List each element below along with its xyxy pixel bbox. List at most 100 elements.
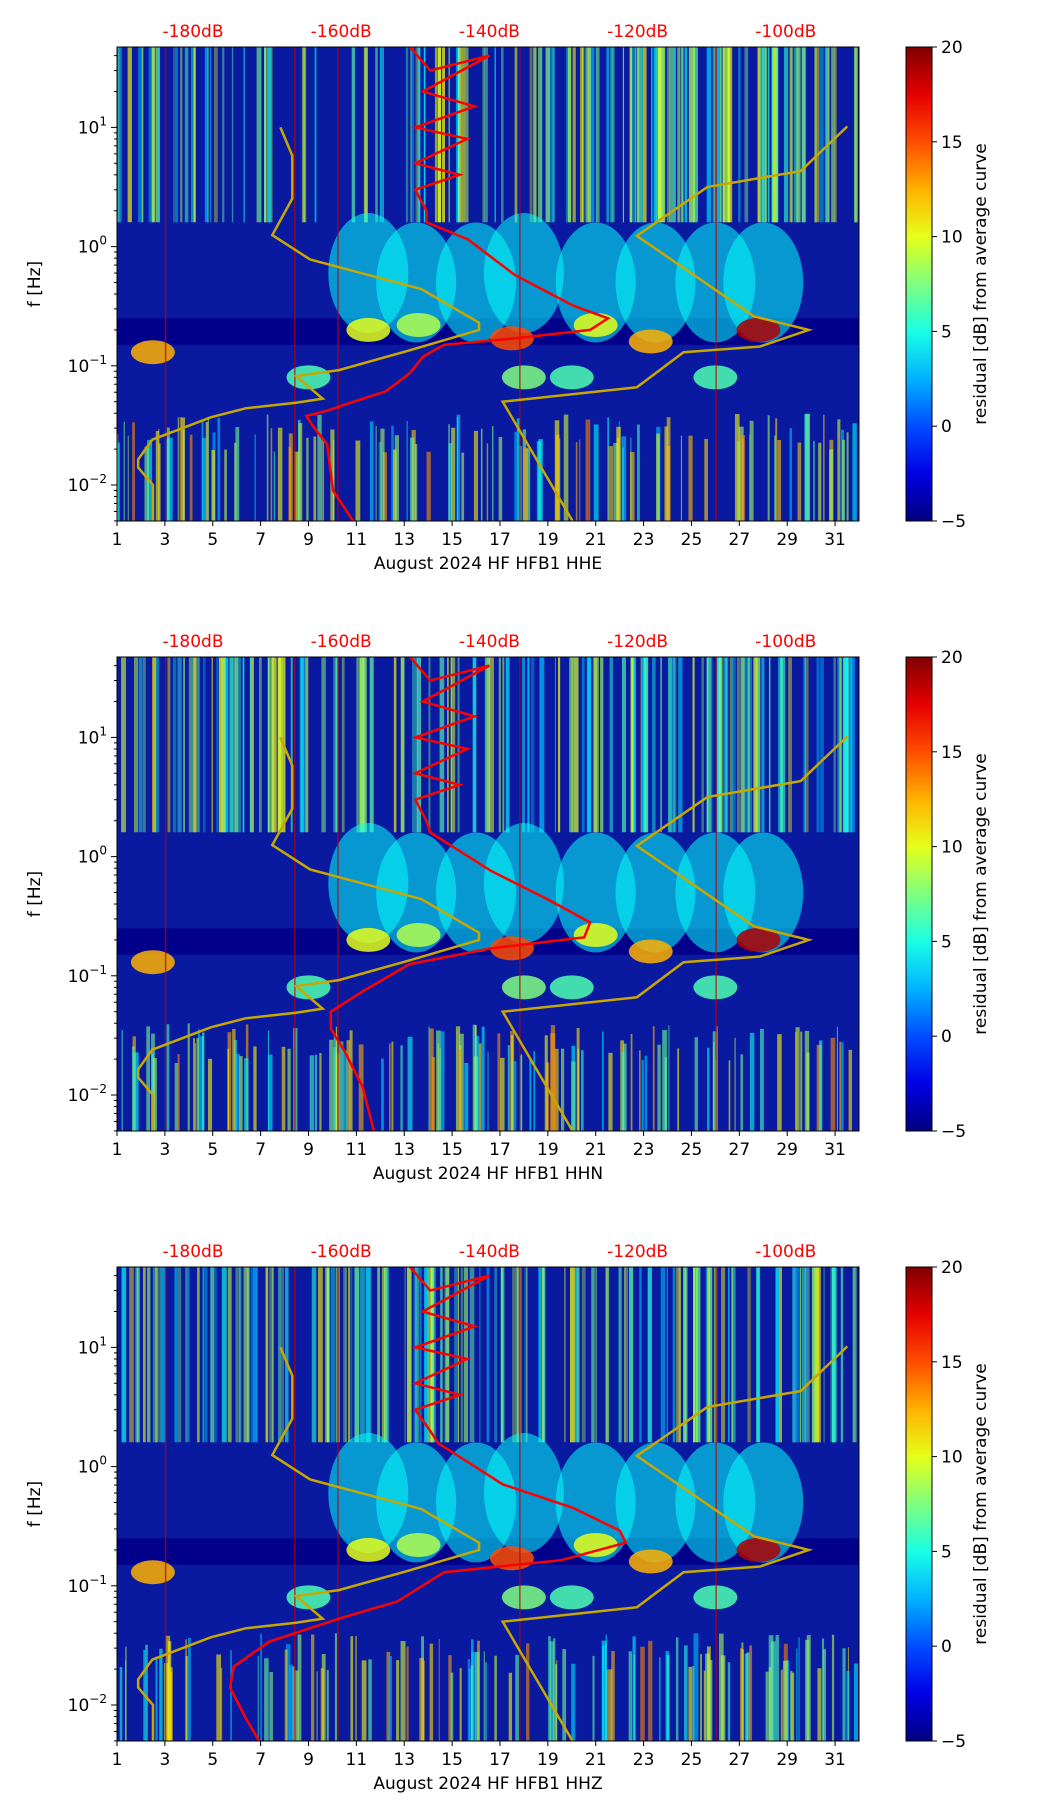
model-curve-low: [136, 126, 481, 521]
heatmap-cell: [483, 1433, 564, 1554]
plot-frame: [116, 1266, 860, 1742]
heatmap-cell: [552, 47, 555, 223]
top-db-label: -160dB: [311, 632, 372, 652]
heatmap-cell: [287, 1048, 291, 1131]
heatmap-cell: [211, 449, 216, 521]
heatmap-cell: [800, 1031, 803, 1131]
colorbar-tick-label: 10: [941, 1448, 963, 1468]
heatmap-cell: [823, 1267, 825, 1443]
heatmap-cell: [581, 657, 585, 833]
heatmap-cell: [643, 657, 649, 833]
heatmap-cell: [573, 922, 618, 947]
heatmap-cell: [396, 1532, 441, 1557]
heatmap-cell: [795, 1027, 800, 1131]
heatmap-cell: [402, 657, 405, 833]
heatmap-cell: [707, 657, 712, 833]
heatmap-cell: [739, 1648, 743, 1741]
x-tick-label: 7: [255, 530, 266, 550]
heatmap-cell: [589, 47, 595, 223]
heatmap-cell: [852, 1267, 857, 1443]
x-tick-label: 27: [729, 1140, 751, 1160]
heatmap-cell: [830, 1267, 833, 1443]
heatmap-cell: [621, 657, 626, 833]
heatmap-cell: [712, 47, 715, 223]
heatmap-cell: [623, 1043, 627, 1131]
heatmap-cell: [369, 657, 374, 833]
heatmap-cell: [497, 1033, 501, 1131]
heatmap-cell: [572, 47, 576, 223]
heatmap-cell: [406, 421, 408, 521]
heatmap-cell: [375, 425, 377, 521]
heatmap-cell: [351, 47, 356, 223]
colorbar-tick-label: 20: [941, 38, 963, 58]
heatmap-cell: [507, 1045, 510, 1131]
heatmap-cell: [712, 1031, 718, 1131]
heatmap-cell: [728, 1060, 731, 1131]
y-tick-mantissa: 10: [68, 1696, 90, 1716]
heatmap-cell: [190, 47, 196, 223]
heatmap-cell: [684, 1645, 688, 1741]
heatmap-cell: [269, 1671, 273, 1741]
heatmap-cell: [246, 1267, 250, 1443]
heatmap-cell: [180, 47, 183, 223]
heatmap-cell: [123, 421, 125, 521]
x-tick-label: 3: [159, 1750, 170, 1770]
heatmap-cell: [804, 1267, 810, 1443]
y-tick-label: 101: [78, 1334, 107, 1358]
heatmap-cell: [231, 47, 234, 223]
heatmap-cell: [394, 435, 399, 521]
heatmap-cell: [628, 1549, 673, 1574]
heatmap-cell: [352, 47, 355, 223]
heatmap-cell: [224, 449, 227, 521]
heatmap-cell: [606, 1669, 612, 1741]
heatmap-cell: [294, 451, 299, 521]
heatmap-cell: [321, 657, 326, 833]
heatmap-cell: [825, 47, 827, 223]
heatmap-cell: [376, 1442, 457, 1563]
x-tick-label: 5: [207, 1750, 218, 1770]
heatmap-cell: [468, 1668, 472, 1741]
y-tick-mantissa: 10: [78, 118, 100, 138]
heatmap-cell: [559, 438, 561, 521]
heatmap-cell: [470, 1665, 473, 1741]
heatmap-cell: [230, 1650, 232, 1741]
heatmap-cell: [152, 1267, 157, 1443]
heatmap-cell: [692, 1668, 694, 1741]
heatmap-cell: [130, 1560, 175, 1585]
heatmap-cell: [460, 1267, 463, 1443]
heatmap-cell: [475, 1652, 480, 1741]
heatmap-cell: [651, 47, 653, 223]
x-tick-label: 29: [776, 1140, 798, 1160]
heatmap-cell: [221, 1267, 227, 1443]
heatmap-cell: [168, 437, 173, 521]
heatmap-cell: [253, 1046, 257, 1131]
colorbar-tick-label: 0: [941, 1027, 952, 1047]
heatmap-cell: [469, 1267, 475, 1443]
heatmap-cell: [527, 657, 530, 833]
heatmap-cell: [596, 47, 600, 223]
heatmap-cell: [707, 1267, 710, 1443]
heatmap-cell: [243, 1267, 248, 1443]
heatmap-cell: [181, 417, 186, 521]
x-tick-label: 27: [729, 1750, 751, 1770]
top-db-label: -140dB: [459, 632, 520, 652]
heatmap-cell: [611, 1650, 615, 1741]
heatmap-cell: [715, 47, 717, 521]
heatmap-cell: [173, 47, 175, 223]
heatmap-cell: [807, 1267, 809, 1443]
heatmap-cell: [201, 420, 204, 521]
heatmap-cell: [235, 426, 240, 521]
heatmap-cell: [574, 1267, 579, 1443]
heatmap-cell: [448, 442, 453, 521]
heatmap-cell: [666, 445, 671, 521]
heatmap-cell: [235, 1053, 241, 1131]
heatmap-cell: [593, 424, 599, 521]
heatmap-cell: [511, 1035, 514, 1131]
heatmap-cell: [660, 1267, 666, 1443]
heatmap-cell: [674, 47, 676, 223]
heatmap-cell: [815, 47, 820, 223]
heatmap-cell: [506, 657, 510, 833]
colorbar-tick-label: −5: [941, 1732, 966, 1752]
heatmap-cell: [736, 317, 781, 342]
